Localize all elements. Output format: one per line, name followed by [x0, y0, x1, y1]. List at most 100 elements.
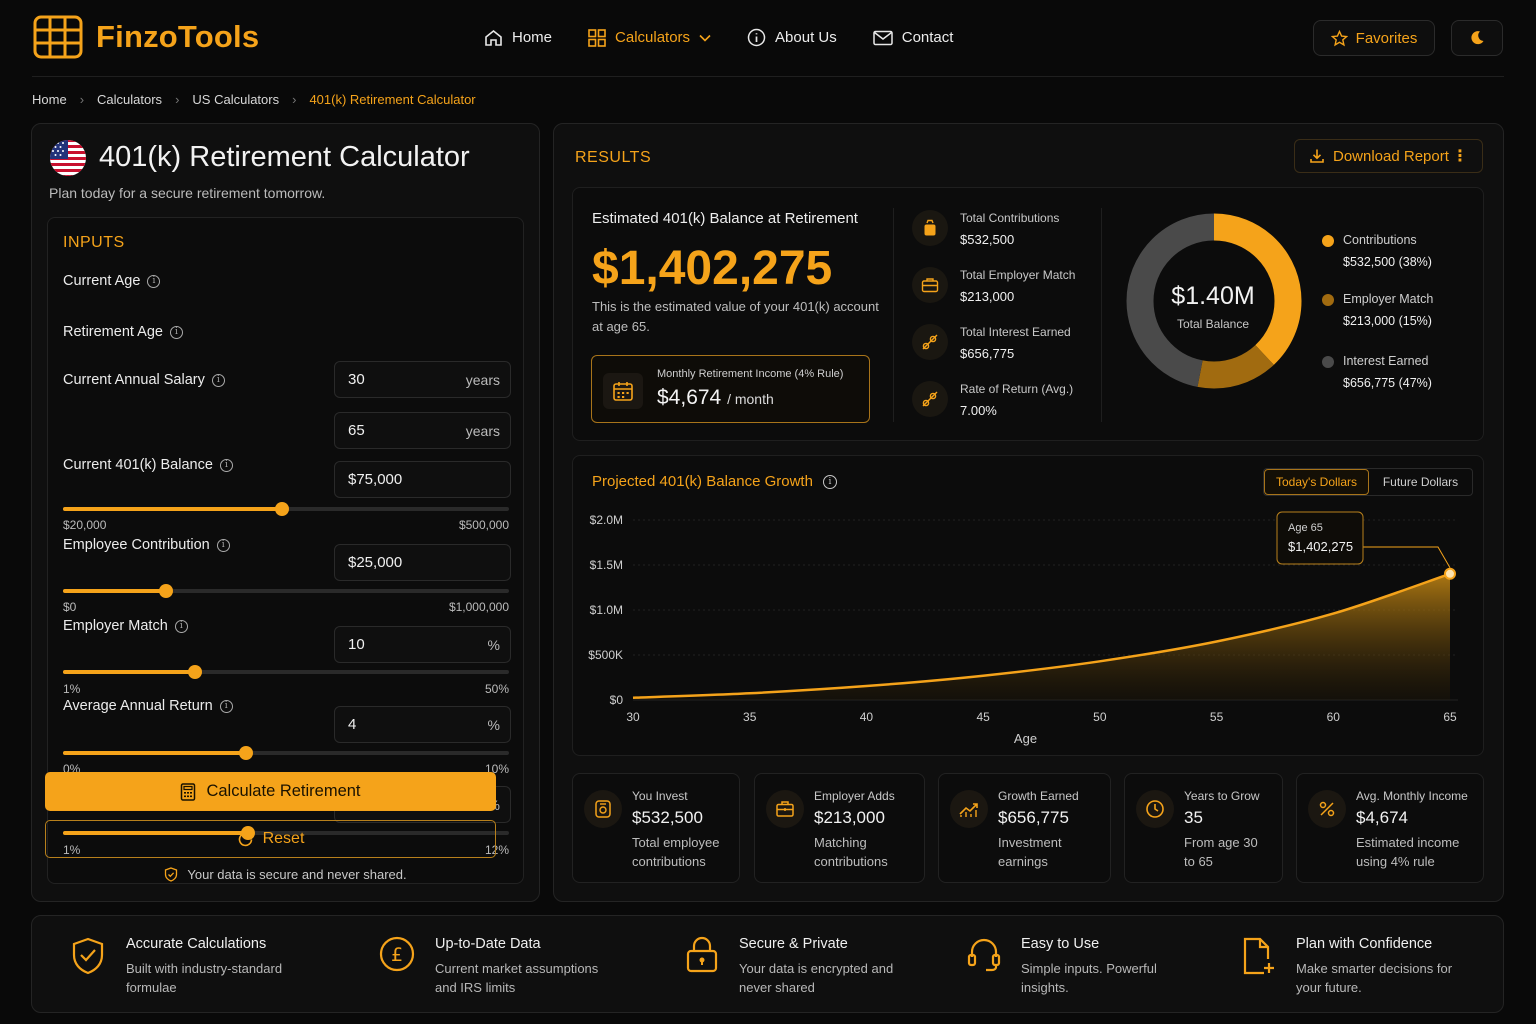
card-value: $4,674 — [1356, 808, 1408, 827]
balance-input[interactable]: $25,000 — [334, 544, 511, 581]
info-icon — [747, 28, 766, 47]
info-icon[interactable]: i — [211, 373, 225, 387]
home-icon — [485, 29, 502, 46]
download-report-button[interactable]: Download Report ⋮ — [1294, 139, 1483, 173]
salary-input[interactable]: $75,000 — [334, 461, 511, 498]
breadcrumb-separator: › — [175, 92, 180, 107]
results-panel: RESULTS Download Report ⋮ Estimated 401(… — [553, 123, 1504, 902]
slider-knob[interactable] — [158, 584, 173, 598]
breadcrumb-calculators[interactable]: Calculators — [97, 92, 163, 107]
card-description: Estimated income using 4% rule — [1356, 835, 1460, 869]
growth-chart: $0 $500K $1.0M $1.5M $2.0M 30 35 40 45 50 55 60 65 Ag… — [588, 511, 1458, 746]
chart-title: Projected 401(k) Balance Growth — [592, 473, 813, 490]
rate-icon — [912, 381, 948, 417]
file-plus-icon — [1243, 937, 1274, 975]
brand-logo[interactable]: FinzoTools — [32, 14, 259, 60]
retirement-age-value: 65 — [348, 422, 365, 439]
retirement-age-label-text: Retirement Age — [63, 324, 163, 340]
legend-dot — [1322, 356, 1334, 368]
tooltip-box — [1276, 511, 1364, 565]
stat-value: $213,000 — [960, 289, 1015, 304]
donut-segment-employer-match — [1126, 213, 1302, 389]
breadcrumb-current: 401(k) Retirement Calculator — [309, 92, 476, 107]
info-icon[interactable]: i — [219, 699, 233, 713]
nav-about-label: About Us — [775, 29, 837, 46]
nav-home[interactable]: Home — [484, 28, 552, 47]
page-title: 401(k) Retirement Calculator — [99, 141, 470, 173]
info-icon[interactable]: i — [174, 619, 188, 633]
retirement-age-unit: years — [465, 422, 500, 439]
contribution-slider[interactable] — [63, 665, 509, 679]
return-label: Average Annual Return i — [63, 698, 233, 714]
slider-knob[interactable] — [238, 746, 253, 760]
slider-fill — [63, 507, 282, 511]
nav-about[interactable]: About Us — [747, 28, 837, 47]
donut-center-value: $1.40M — [1171, 282, 1255, 310]
card-value: $213,000 — [814, 808, 885, 827]
card-label: Growth Earned — [998, 789, 1079, 803]
nav-calculators[interactable]: Calculators — [588, 28, 711, 47]
contribution-range: 1% 50% — [63, 682, 509, 696]
match-slider[interactable] — [63, 746, 509, 760]
reset-button[interactable]: Reset — [45, 820, 496, 858]
logo-icon — [33, 15, 83, 59]
more-options-icon[interactable]: ⋮ — [1452, 148, 1468, 165]
legend-interest-earned: Interest Earned $656,775 (47%) — [1322, 354, 1432, 390]
bag-icon — [912, 210, 948, 246]
info-icon[interactable]: i — [219, 458, 233, 472]
salary-slider[interactable] — [63, 502, 509, 516]
card-value: 35 — [1184, 808, 1203, 827]
contribution-unit: % — [487, 636, 500, 653]
breadcrumb-separator: › — [292, 92, 297, 107]
info-icon[interactable]: i — [169, 325, 183, 339]
feature-easy: Easy to Use Simple inputs. Powerful insig… — [967, 936, 1201, 997]
slider-knob[interactable] — [187, 665, 202, 679]
favorites-button[interactable]: Favorites — [1313, 20, 1435, 56]
secure-note: Your data is secure and never shared. — [32, 867, 539, 882]
match-input[interactable]: 4% — [334, 706, 511, 743]
stat-total-contributions: Total Contributions $532,500 — [912, 210, 1059, 247]
legend-dot — [1322, 235, 1334, 247]
download-icon — [1310, 149, 1324, 163]
grid-icon — [588, 28, 606, 47]
info-icon[interactable]: i — [147, 274, 161, 288]
info-icon[interactable]: i — [822, 474, 837, 489]
feature-title: Accurate Calculations — [126, 936, 267, 952]
slider-knob[interactable] — [274, 502, 289, 516]
breadcrumb-separator: › — [79, 92, 85, 107]
features-bar: Accurate Calculations Built with industry… — [31, 915, 1504, 1013]
inputs-heading: INPUTS — [63, 234, 125, 251]
balance-min: $0 — [63, 600, 77, 614]
briefcase-icon — [766, 790, 804, 828]
tooltip-leader — [1363, 546, 1451, 569]
calculate-button[interactable]: Calculate Retirement — [45, 772, 496, 811]
secure-note-text: Your data is secure and never shared. — [187, 867, 407, 882]
salary-label: Current Annual Salary i — [63, 372, 225, 388]
x-tick-label: 60 — [1327, 710, 1341, 724]
growth-icon — [912, 324, 948, 360]
contribution-label-text: Employee Contribution — [63, 537, 210, 553]
nav-contact[interactable]: Contact — [873, 28, 953, 47]
card-employer-adds: Employer Adds $213,000 Matching contribu… — [754, 773, 925, 883]
x-axis-label: Age — [1014, 731, 1037, 746]
legend-label: Contributions — [1343, 233, 1417, 247]
theme-toggle-button[interactable] — [1451, 20, 1503, 56]
balance-slider[interactable] — [63, 584, 509, 598]
breadcrumb-home[interactable]: Home — [32, 92, 67, 107]
info-icon[interactable]: i — [216, 538, 230, 552]
divider — [893, 208, 894, 422]
donut-segment-interest-earned — [1126, 213, 1302, 389]
contribution-input[interactable]: 10% — [334, 626, 511, 663]
nav-calculators-label: Calculators — [615, 29, 691, 46]
toggle-future-dollars[interactable]: Future Dollars — [1382, 475, 1459, 489]
wallet-icon — [584, 790, 622, 828]
donut-center-label: Total Balance — [1176, 317, 1250, 331]
retirement-age-input[interactable]: 65 years — [334, 412, 511, 449]
chart-title-row: Projected 401(k) Balance Growth i — [592, 473, 837, 490]
y-tick-label: $1.0M — [590, 603, 623, 617]
feature-description: Simple inputs. Powerful insights. — [1021, 961, 1157, 995]
breadcrumb-us-calculators[interactable]: US Calculators — [192, 92, 280, 107]
toggle-todays-dollars[interactable]: Today's Dollars — [1264, 469, 1369, 495]
calculator-icon — [181, 782, 196, 801]
current-age-input[interactable]: 30 years — [334, 361, 511, 398]
